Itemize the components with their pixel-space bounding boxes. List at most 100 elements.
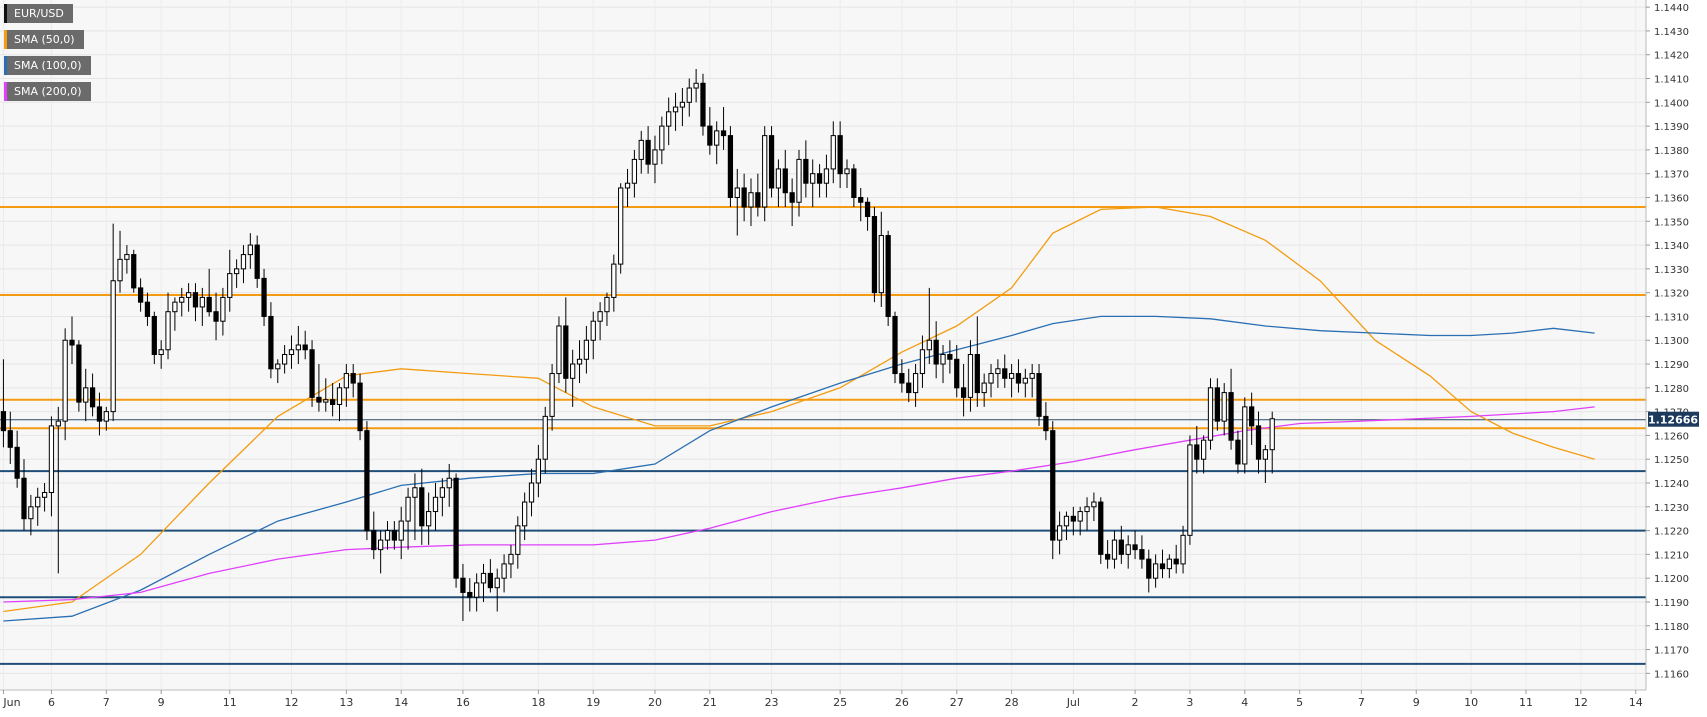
candle-body-down xyxy=(974,354,980,394)
candle-body-down xyxy=(0,411,7,432)
candle xyxy=(117,230,123,293)
candle-body-up xyxy=(1125,544,1131,555)
x-tick-label: 4 xyxy=(1241,696,1248,709)
candle-body-up xyxy=(247,244,253,256)
x-tick-label: 11 xyxy=(1519,696,1533,709)
candle-body-down xyxy=(357,382,363,432)
x-tick-label: 27 xyxy=(950,696,964,709)
x-tick-label: 12 xyxy=(1574,696,1588,709)
candle xyxy=(960,364,967,417)
legend-item-sma200[interactable]: SMA (200,0) xyxy=(4,82,91,101)
candle xyxy=(741,173,747,222)
candle-body-down xyxy=(14,446,20,479)
candle-body-down xyxy=(302,344,308,351)
candle xyxy=(330,383,336,417)
candle xyxy=(309,340,315,407)
candle xyxy=(261,268,267,326)
candle-body-up xyxy=(227,273,233,298)
candle xyxy=(1077,506,1083,536)
candle xyxy=(240,245,247,284)
candle-body-up xyxy=(1063,515,1070,527)
legend-item-sma100[interactable]: SMA (100,0) xyxy=(4,56,91,75)
candle-body-down xyxy=(1043,415,1049,432)
x-tick-label: 2 xyxy=(1132,696,1139,709)
candle-body-up xyxy=(734,187,740,198)
candle-body-down xyxy=(768,135,775,189)
candle xyxy=(1139,535,1145,569)
candle-body-up xyxy=(542,415,548,460)
candle xyxy=(672,92,679,131)
candle-body-down xyxy=(261,277,267,317)
candle-body-up xyxy=(926,339,932,351)
y-tick-label: 1.1360 xyxy=(1654,193,1689,204)
legend-item-sma50[interactable]: SMA (50,0) xyxy=(4,30,84,49)
candle-body-down xyxy=(350,373,356,384)
candle-body-down xyxy=(192,292,199,308)
y-tick-label: 1.1280 xyxy=(1654,384,1689,395)
candle-body-down xyxy=(707,125,713,146)
candle-body-up xyxy=(775,168,782,189)
candle-body-up xyxy=(844,168,850,175)
candle xyxy=(364,421,370,541)
candle-body-up xyxy=(988,373,994,384)
candle-body-down xyxy=(858,196,864,203)
candle-body-up xyxy=(666,111,672,127)
candle xyxy=(206,268,212,317)
candle xyxy=(515,516,521,569)
candle xyxy=(185,283,192,312)
candle-body-up xyxy=(1269,418,1275,451)
candle-body-up xyxy=(624,182,631,189)
candle-body-down xyxy=(1015,373,1022,384)
candle xyxy=(1187,435,1193,545)
legend-label: EUR/USD xyxy=(14,7,64,20)
y-tick-label: 1.1300 xyxy=(1654,336,1689,347)
candle-body-down xyxy=(741,187,747,208)
x-tick-label: Jun xyxy=(2,696,20,709)
candle xyxy=(1242,397,1248,474)
candle xyxy=(28,494,34,536)
candle-body-up xyxy=(748,192,754,208)
candle-body-up xyxy=(28,506,34,520)
x-tick-label: 9 xyxy=(158,696,165,709)
candle-body-down xyxy=(1070,515,1076,522)
legend-item-eurusd[interactable]: EUR/USD xyxy=(4,4,73,23)
candle xyxy=(734,168,740,236)
candle xyxy=(62,328,68,441)
candle-body-down xyxy=(1255,425,1262,460)
last-price-badge: 1.12666 xyxy=(1648,411,1699,427)
candle xyxy=(1207,378,1214,450)
candle-body-up xyxy=(638,139,644,160)
y-tick-label: 1.1390 xyxy=(1654,122,1689,133)
candle-body-down xyxy=(899,373,905,384)
candle-body-up xyxy=(597,311,603,322)
candle-body-up xyxy=(412,487,418,498)
candle-body-down xyxy=(1104,553,1111,560)
candle xyxy=(1111,530,1118,569)
candle-body-up xyxy=(378,539,384,551)
candle-body-down xyxy=(1139,549,1145,560)
candle-body-down xyxy=(1036,373,1042,417)
candle xyxy=(679,88,686,127)
candle xyxy=(7,411,13,464)
candle-body-up xyxy=(48,425,55,494)
candle-body-up xyxy=(995,368,1001,375)
candle-body-down xyxy=(645,139,651,165)
y-tick-label: 1.1340 xyxy=(1654,241,1689,252)
candle xyxy=(124,245,130,274)
candle xyxy=(954,345,960,398)
candle xyxy=(1214,378,1220,431)
candle xyxy=(1228,368,1234,450)
candle-body-up xyxy=(439,487,445,498)
candle-body-down xyxy=(563,325,569,379)
candle-body-up xyxy=(549,373,555,417)
candle xyxy=(1036,364,1042,426)
candle xyxy=(837,121,843,188)
x-axis: Jun 6 7 9 11 12 13 14 16 18 19 20 21 23 25 26 27 28 Jul 2 3 4… xyxy=(2,690,1643,709)
x-tick-label: 16 xyxy=(456,696,470,709)
candle-body-down xyxy=(1214,387,1220,422)
candle xyxy=(179,287,185,317)
x-tick-label: 14 xyxy=(1629,696,1643,709)
candle-body-up xyxy=(1077,511,1083,522)
